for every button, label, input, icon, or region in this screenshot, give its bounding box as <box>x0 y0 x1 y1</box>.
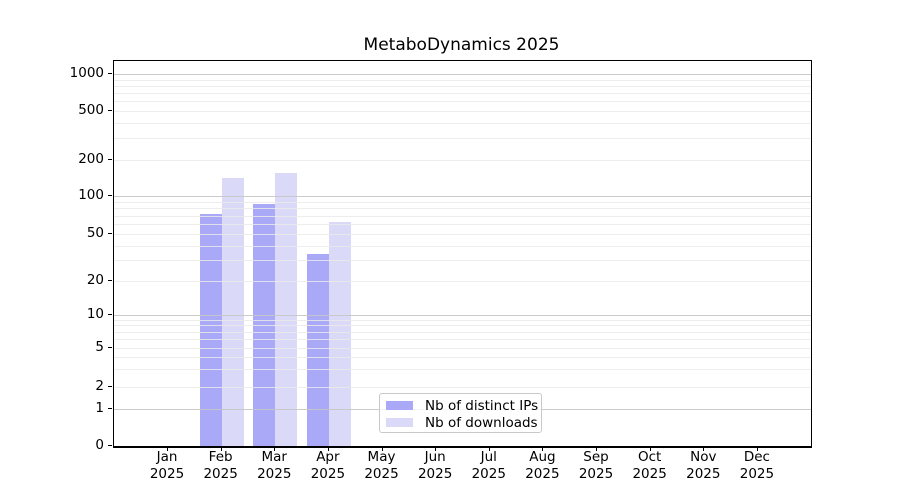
minor-gridline <box>114 111 811 112</box>
legend: Nb of distinct IPs Nb of downloads <box>379 393 542 433</box>
legend-row-distinct-ips: Nb of distinct IPs <box>380 397 541 414</box>
minor-gridline <box>114 224 811 226</box>
y-tick-label: 0 <box>95 437 104 453</box>
x-tick-label-nov: Nov 2025 <box>686 449 721 482</box>
y-tick <box>108 73 112 75</box>
x-tick-label-mar: Mar 2025 <box>257 449 292 482</box>
chart-title: MetaboDynamics 2025 <box>363 35 560 55</box>
x-tick-label-jun: Jun 2025 <box>417 449 453 482</box>
y-tick-label: 200 <box>78 151 104 168</box>
minor-gridline <box>114 79 811 81</box>
x-tick <box>596 447 598 451</box>
y-tick-label: 50 <box>86 225 104 242</box>
x-tick-label-oct: Oct 2025 <box>632 449 667 482</box>
minor-gridline <box>114 208 811 210</box>
minor-gridline <box>114 260 811 262</box>
major-gridline <box>114 314 811 316</box>
y-tick <box>108 313 112 315</box>
y-tick <box>108 233 112 235</box>
legend-label-downloads: Nb of downloads <box>425 414 538 431</box>
x-tick-label-sep: Sep 2025 <box>578 449 614 482</box>
minor-gridline <box>114 338 811 340</box>
x-tick-label-jan: Jan 2025 <box>149 449 185 482</box>
x-tick-label-feb: Feb 2025 <box>203 449 238 482</box>
minor-gridline <box>114 201 811 203</box>
bar-apr-downloads <box>328 221 351 446</box>
minor-gridline <box>114 319 811 321</box>
minor-gridline <box>114 234 811 236</box>
major-gridline <box>114 196 811 197</box>
x-tick <box>435 447 437 451</box>
y-tick <box>108 445 112 446</box>
minor-gridline <box>114 347 811 349</box>
minor-gridline <box>114 138 811 140</box>
x-tick <box>381 447 383 451</box>
legend-row-downloads: Nb of downloads <box>380 414 541 431</box>
x-tick <box>274 447 276 451</box>
y-tick <box>108 385 112 387</box>
bar-apr-ips <box>306 253 329 446</box>
legend-label-distinct-ips: Nb of distinct IPs <box>425 397 539 414</box>
minor-gridline <box>114 160 811 162</box>
x-tick-label-may: May 2025 <box>364 449 399 482</box>
y-tick <box>108 346 112 348</box>
x-tick-label-aug: Aug 2025 <box>525 449 560 482</box>
y-tick-label: 1000 <box>69 65 104 82</box>
y-tick <box>108 408 112 409</box>
plot-area <box>113 60 812 448</box>
y-tick-label: 1 <box>95 400 104 416</box>
y-tick-label: 100 <box>78 187 104 203</box>
minor-gridline <box>114 357 811 359</box>
x-tick <box>703 447 705 451</box>
legend-swatch-distinct-ips <box>386 401 413 410</box>
bar-feb-downloads <box>221 177 244 446</box>
bar-feb-ips <box>199 214 222 446</box>
x-tick-label-jul: Jul 2025 <box>471 449 506 482</box>
x-tick-label-apr: Apr 2025 <box>310 449 346 482</box>
x-tick <box>649 447 651 451</box>
y-tick-label: 2 <box>95 377 104 394</box>
minor-gridline <box>114 123 811 124</box>
minor-gridline <box>114 386 811 388</box>
minor-gridline <box>114 86 811 88</box>
x-tick <box>220 447 222 451</box>
major-gridline <box>114 74 811 76</box>
y-tick <box>108 195 112 196</box>
y-tick <box>108 280 112 281</box>
legend-swatch-downloads <box>386 418 413 427</box>
x-tick <box>488 447 490 451</box>
y-tick-label: 20 <box>86 272 104 288</box>
minor-gridline <box>114 369 811 371</box>
y-tick <box>108 110 112 111</box>
x-tick <box>167 447 168 451</box>
y-tick-label: 10 <box>86 305 104 322</box>
minor-gridline <box>114 245 811 247</box>
minor-gridline <box>114 101 811 103</box>
minor-gridline <box>114 215 811 217</box>
x-tick-label-dec: Dec 2025 <box>739 449 775 482</box>
minor-gridline <box>114 331 811 333</box>
x-tick <box>756 447 758 451</box>
bar-mar-ips <box>253 203 276 446</box>
bar-mar-downloads <box>275 173 298 446</box>
y-tick-label: 500 <box>78 102 104 118</box>
minor-gridline <box>114 281 811 282</box>
minor-gridline <box>114 93 811 95</box>
x-tick <box>542 447 544 451</box>
minor-gridline <box>114 325 811 327</box>
x-tick <box>327 447 329 451</box>
y-tick <box>108 159 112 161</box>
y-tick-label: 5 <box>95 338 104 355</box>
